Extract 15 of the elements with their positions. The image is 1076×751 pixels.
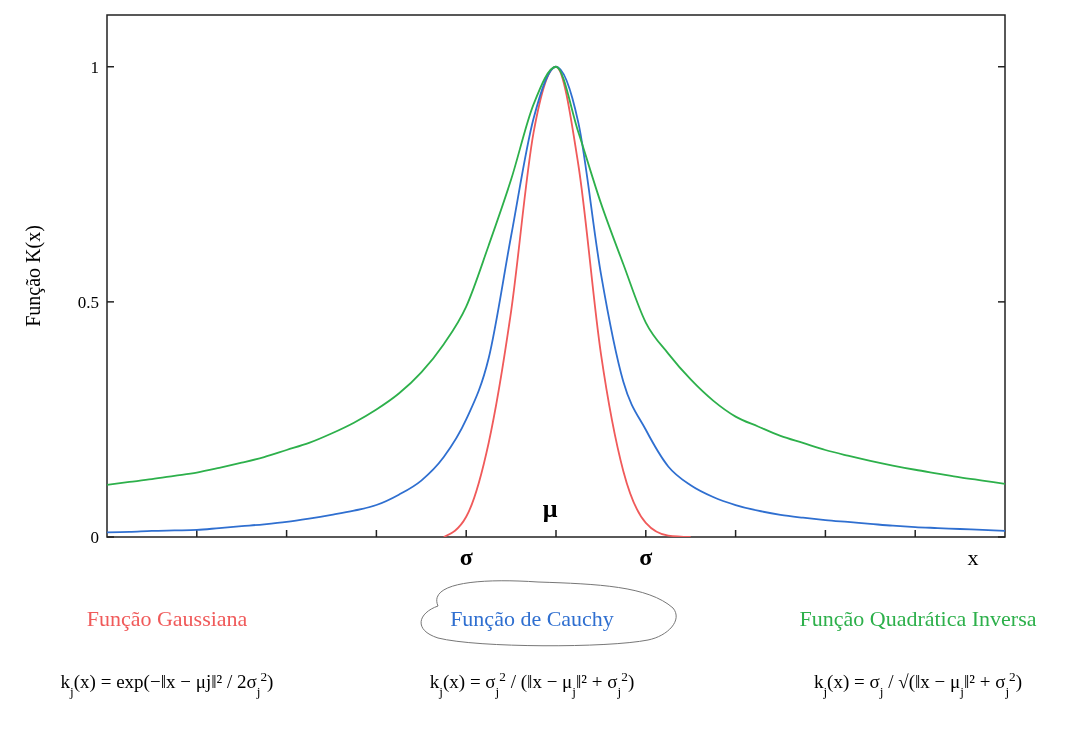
y-tick-label: 0.5 <box>77 292 99 312</box>
x-tick-label: σ <box>459 544 473 570</box>
line-series <box>442 65 692 537</box>
annotation: μ <box>542 494 558 523</box>
x-axis-title: x <box>967 545 979 570</box>
text: Função Quadrática Inversa <box>799 606 1037 631</box>
text: k$_{j}$(x) = σ$_{j}$$^{2}$ / (‖x − μ$_{j}$‖² + σ$_{j}$$^{2}$) <box>429 668 635 699</box>
y-tick-label: 0 <box>90 527 99 547</box>
x-tick-label: σ <box>639 544 653 570</box>
text: k$_{j}$(x) = exp(−‖x − μj‖² / 2σ$_{j}$$^{2}$) <box>60 668 274 699</box>
y-axis-title: Função K(x) <box>22 225 45 327</box>
text: Função de Cauchy <box>450 606 614 631</box>
text: Função Gaussiana <box>86 606 248 631</box>
text: k$_{j}$(x) = σ$_{j}$ / √(‖x − μ$_{j}$‖² + σ$_{j}$$^{2}$) <box>813 668 1023 699</box>
y-tick-label: 1 <box>90 57 99 77</box>
